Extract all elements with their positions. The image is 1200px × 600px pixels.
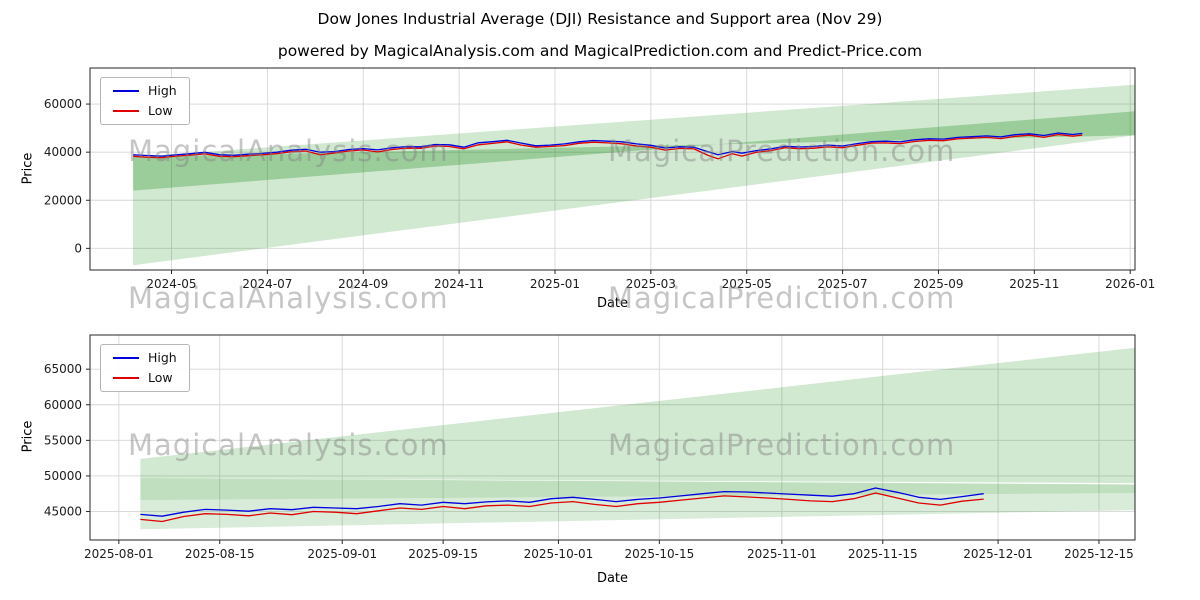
svg-text:2025-11: 2025-11	[1009, 277, 1059, 291]
svg-text:2024-09: 2024-09	[338, 277, 388, 291]
svg-text:2025-05: 2025-05	[722, 277, 772, 291]
svg-text:60000: 60000	[44, 398, 82, 412]
svg-text:2025-10-15: 2025-10-15	[624, 547, 694, 561]
svg-text:40000: 40000	[44, 145, 82, 159]
svg-text:2025-03: 2025-03	[626, 277, 676, 291]
legend-item-high: High	[113, 350, 177, 365]
svg-text:2025-11-15: 2025-11-15	[848, 547, 918, 561]
svg-text:60000: 60000	[44, 97, 82, 111]
legend-item-high: High	[113, 83, 177, 98]
bottom-chart-canvas: 2025-08-01 2025-08-15 2025-09-01 2025-09-15…	[44, 334, 1136, 561]
svg-text:2024-11: 2024-11	[434, 277, 484, 291]
figure-subtitle: powered by MagicalAnalysis.com and Magic…	[277, 42, 923, 60]
legend-label-low: Low	[148, 102, 173, 118]
bottom-y-axis-label: Price	[20, 420, 36, 453]
figure-title: Dow Jones Industrial Average (DJI) Resis…	[317, 10, 883, 28]
svg-text:65000: 65000	[44, 362, 82, 376]
top-legend: High Low	[100, 77, 190, 125]
svg-text:2024-05: 2024-05	[146, 277, 196, 291]
svg-text:2026-01: 2026-01	[1105, 277, 1155, 291]
svg-text:55000: 55000	[44, 433, 82, 447]
svg-text:50000: 50000	[44, 469, 82, 483]
high-line-swatch-icon	[113, 357, 139, 360]
legend-item-low: Low	[113, 369, 177, 385]
svg-text:20000: 20000	[44, 193, 82, 207]
svg-text:2025-08-15: 2025-08-15	[185, 547, 255, 561]
legend-label-low: Low	[148, 369, 173, 385]
low-line-swatch-icon	[113, 109, 139, 112]
top-y-axis-label: Price	[20, 152, 36, 185]
low-line-swatch-icon	[113, 376, 139, 379]
svg-text:0: 0	[74, 241, 82, 255]
svg-text:2025-09: 2025-09	[913, 277, 963, 291]
svg-text:2025-01: 2025-01	[530, 277, 580, 291]
svg-text:2025-12-01: 2025-12-01	[963, 547, 1033, 561]
svg-text:2025-09-15: 2025-09-15	[408, 547, 478, 561]
bottom-legend: High Low	[100, 344, 190, 392]
legend-label-high: High	[148, 83, 177, 98]
svg-text:2024-07: 2024-07	[242, 277, 292, 291]
svg-text:2025-07: 2025-07	[818, 277, 868, 291]
svg-text:2025-11-01: 2025-11-01	[747, 547, 817, 561]
bottom-x-axis-label: Date	[596, 571, 629, 586]
top-x-axis-label: Date	[596, 296, 629, 311]
legend-label-high: High	[148, 350, 177, 365]
svg-text:2025-12-15: 2025-12-15	[1064, 547, 1134, 561]
legend-item-low: Low	[113, 102, 177, 118]
svg-text:2025-10-01: 2025-10-01	[524, 547, 594, 561]
svg-text:2025-08-01: 2025-08-01	[84, 547, 154, 561]
svg-text:2025-09-01: 2025-09-01	[307, 547, 377, 561]
high-line-swatch-icon	[113, 90, 139, 93]
top-chart-canvas: 2024-05 2024-07 2024-09 2024-11 2025-01 2025-…	[44, 67, 1155, 291]
svg-text:45000: 45000	[44, 505, 82, 519]
